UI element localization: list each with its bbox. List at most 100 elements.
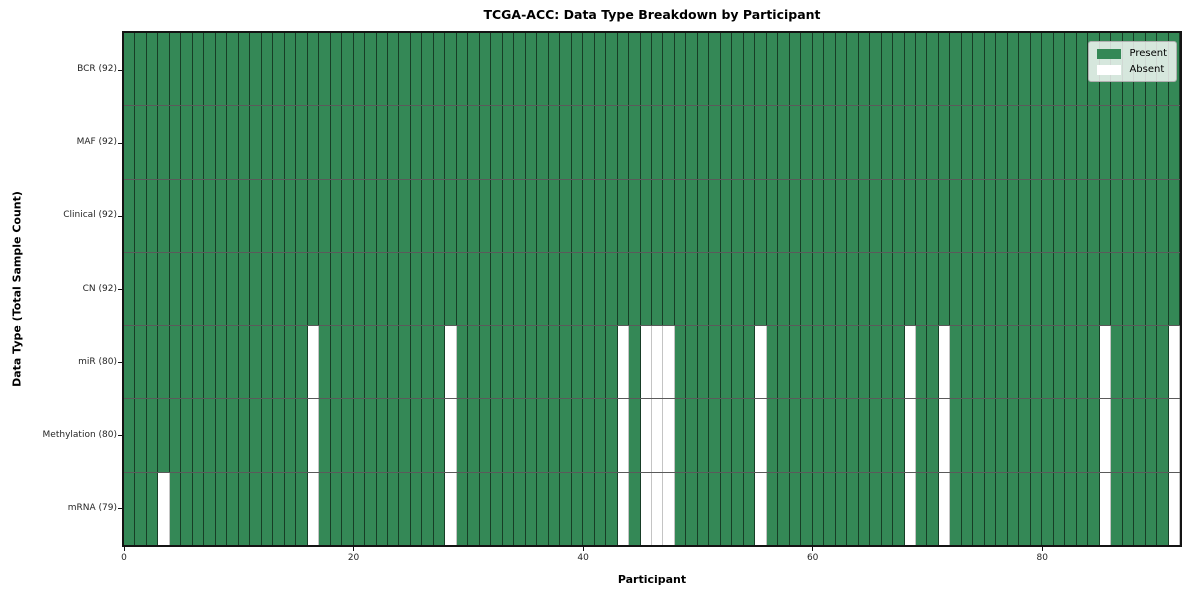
cell-present [169, 106, 182, 179]
cell-present [835, 472, 848, 545]
cell-present [456, 252, 469, 326]
cell-present [870, 252, 882, 326]
cell-present [238, 472, 251, 545]
cell-present [835, 33, 848, 106]
cell-present [273, 33, 285, 106]
cell-present [135, 472, 147, 545]
present-swatch [1097, 48, 1122, 59]
cell-present [766, 399, 779, 472]
cell-present [388, 252, 400, 326]
cell-present [950, 179, 962, 252]
y-tick-label: Clinical (92) [63, 210, 117, 221]
cell-present [468, 326, 480, 399]
cell-present [273, 106, 285, 179]
cell-present [353, 33, 366, 106]
cell-present [388, 33, 400, 106]
cell-present [755, 33, 767, 106]
cell-present [1111, 106, 1123, 179]
cell-present [365, 33, 377, 106]
cell-present [514, 106, 526, 179]
cell-present [388, 472, 400, 545]
cell-present [365, 106, 377, 179]
cell-absent [663, 326, 675, 399]
cell-present [192, 326, 205, 399]
cell-present [296, 33, 308, 106]
cell-present [342, 399, 354, 472]
cell-present [870, 106, 882, 179]
cell-present [169, 472, 182, 545]
cell-present [916, 179, 928, 252]
cell-present [594, 472, 607, 545]
cell-present [950, 472, 962, 545]
cell-present [583, 252, 595, 326]
cell-absent [307, 472, 320, 545]
cell-present [319, 179, 331, 252]
cell-present [961, 252, 974, 326]
grid-row-maf [124, 106, 1180, 180]
cell-present [215, 179, 228, 252]
cell-present [709, 33, 721, 106]
cell-present [1145, 399, 1158, 472]
cell-present [927, 252, 939, 326]
cell-present [1157, 106, 1169, 179]
cell-present [502, 252, 515, 326]
cell-present [674, 252, 687, 326]
cell-present [1076, 472, 1089, 545]
cell-present [284, 33, 297, 106]
cell-present [973, 399, 985, 472]
cell-present [1099, 252, 1112, 326]
cell-present [204, 252, 216, 326]
cell-present [812, 472, 825, 545]
cell-present [938, 252, 951, 326]
cell-present [950, 252, 962, 326]
cell-present [422, 106, 434, 179]
cell-present [1030, 106, 1043, 179]
cell-present [456, 179, 469, 252]
cell-present [422, 326, 434, 399]
cell-present [307, 33, 320, 106]
cell-present [1053, 33, 1066, 106]
cell-present [181, 106, 193, 179]
cell-present [227, 106, 239, 179]
cell-present [445, 33, 457, 106]
cell-absent [640, 326, 652, 399]
cell-present [410, 472, 423, 545]
cell-absent [755, 326, 767, 399]
cell-present [491, 33, 503, 106]
y-tick-mark [118, 362, 122, 364]
cell-present [801, 472, 813, 545]
cell-present [571, 33, 584, 106]
cell-present [1065, 326, 1077, 399]
cell-present [1099, 179, 1112, 252]
cell-present [686, 399, 698, 472]
cell-present [755, 106, 767, 179]
cell-present [893, 106, 905, 179]
cell-present [663, 106, 675, 179]
x-tick-mark [123, 547, 125, 551]
cell-present [491, 326, 503, 399]
cell-present [1111, 326, 1123, 399]
cell-present [927, 106, 939, 179]
cell-present [629, 106, 641, 179]
cell-present [548, 106, 561, 179]
cell-present [1007, 326, 1020, 399]
cell-present [950, 106, 962, 179]
cell-present [537, 106, 549, 179]
y-tick-mark [118, 435, 122, 437]
cell-present [766, 106, 779, 179]
x-tick-mark [353, 547, 355, 551]
cell-present [594, 252, 607, 326]
cell-present [238, 399, 251, 472]
cell-present [743, 472, 756, 545]
cell-present [525, 33, 538, 106]
cell-present [238, 252, 251, 326]
cell-present [835, 252, 848, 326]
cell-present [617, 179, 630, 252]
cell-present [835, 326, 848, 399]
cell-present [560, 179, 572, 252]
cell-present [996, 252, 1008, 326]
cell-present [365, 326, 377, 399]
cell-present [697, 472, 710, 545]
cell-present [674, 326, 687, 399]
cell-present [640, 179, 652, 252]
